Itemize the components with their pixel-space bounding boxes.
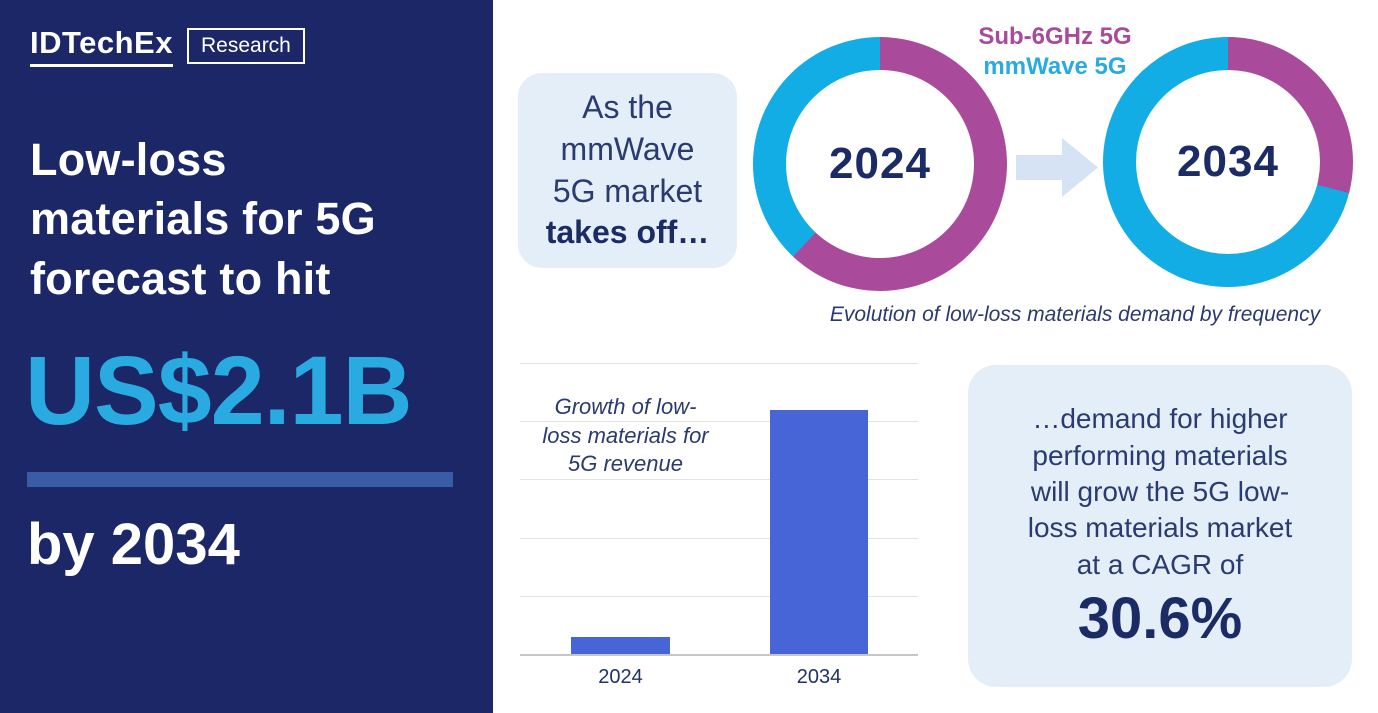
bar-annotation-line: Growth of low- <box>554 394 697 419</box>
gridline <box>520 538 918 539</box>
bar-2024 <box>571 637 670 654</box>
bar-chart-annotation: Growth of low- loss materials for 5G rev… <box>523 393 728 479</box>
left-panel: IDTechEx Research Low-loss materials for… <box>0 0 493 713</box>
gridline <box>520 421 918 422</box>
gridline <box>520 363 918 364</box>
donut-hole: 2024 <box>786 70 974 258</box>
x-label-2024: 2024 <box>598 666 643 688</box>
donut-chart-2034: 2034 <box>1103 37 1353 287</box>
cagr-stat: 30.6% <box>1077 586 1243 652</box>
gridline <box>520 479 918 480</box>
headline-line: forecast to hit <box>30 252 331 304</box>
bar-2034 <box>770 410 868 654</box>
outro-callout-line: at a CAGR of <box>1076 548 1244 580</box>
donut-chart-2024: 2024 <box>753 37 1007 291</box>
outro-callout: …demand for higher performing materials … <box>968 365 1352 687</box>
page-title: Low-loss materials for 5G forecast to hi… <box>30 130 470 308</box>
bar-annotation-line: loss materials for <box>542 422 709 448</box>
outro-callout-line: …demand for higher <box>1032 403 1288 435</box>
intro-callout: As the mmWave 5G market takes off… <box>518 73 737 268</box>
divider-bar <box>27 472 453 487</box>
forecast-timeframe: by 2034 <box>27 512 240 577</box>
transition-arrow-icon <box>1016 138 1098 198</box>
outro-callout-line: loss materials market <box>1027 512 1293 544</box>
bar-annotation-line: 5G revenue <box>568 451 683 477</box>
brand-logo: IDTechEx Research <box>30 27 305 67</box>
chart-legend: Sub-6GHz 5G mmWave 5G <box>955 22 1155 82</box>
intro-callout-emphasis: takes off… <box>545 214 710 251</box>
headline-line: materials for 5G <box>30 193 376 245</box>
intro-callout-line: mmWave <box>560 130 695 167</box>
legend-sub6-label: Sub-6GHz 5G <box>978 23 1132 50</box>
forecast-value: US$2.1B <box>25 336 413 445</box>
x-label-2034: 2034 <box>796 666 842 688</box>
research-badge: Research <box>186 28 305 64</box>
brand-logo-text: IDTechEx <box>30 27 173 67</box>
gridline <box>520 596 918 597</box>
outro-callout-line: performing materials <box>1032 439 1288 471</box>
intro-callout-line: As the <box>582 89 673 126</box>
donut-year-label-2034: 2034 <box>1177 137 1279 186</box>
intro-callout-line: 5G market <box>552 172 703 209</box>
donut-year-label-2024: 2024 <box>829 139 931 188</box>
headline-line: Low-loss <box>30 134 227 185</box>
outro-callout-line: will grow the 5G low- <box>1030 475 1290 507</box>
donut-hole: 2034 <box>1136 70 1320 254</box>
legend-mmwave-label: mmWave 5G <box>983 53 1127 80</box>
bar-chart: 2024 2034 Growth of low- loss materials … <box>520 363 918 688</box>
donut-caption: Evolution of low-loss materials demand b… <box>829 303 1321 326</box>
